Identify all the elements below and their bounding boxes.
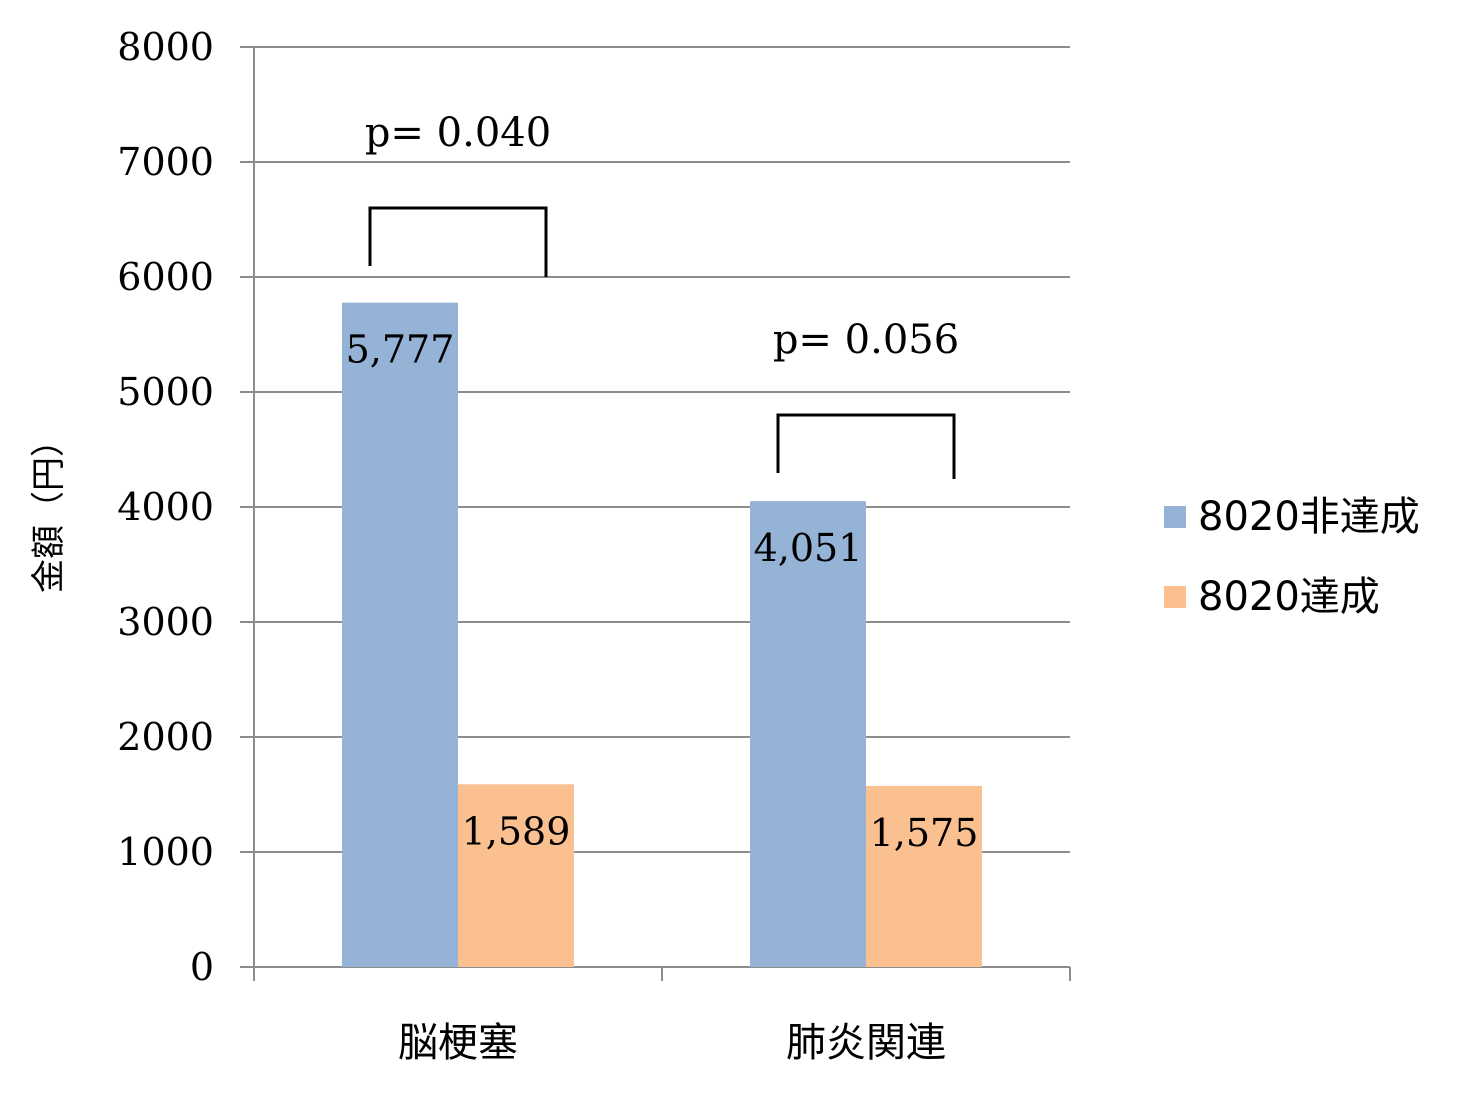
legend-entry: 8020非達成 <box>1198 494 1420 540</box>
y-tick-label: 4000 <box>117 485 214 529</box>
y-tick-label: 5000 <box>117 370 214 414</box>
y-tick-label: 3000 <box>117 600 214 644</box>
bar-8020非達成-脳梗塞 <box>342 302 458 967</box>
legend-swatch <box>1164 586 1186 608</box>
y-tick-label: 8000 <box>117 25 214 69</box>
p-value-label: p= 0.040 <box>365 110 551 156</box>
axes: 0 1000 2000 3000 4000 5000 6000 7000 8000 脳梗塞 肺炎関連 <box>117 25 1071 1066</box>
data-label: 1,575 <box>870 811 979 855</box>
x-category-label: 肺炎関連 <box>786 1020 946 1066</box>
significance-bracket <box>776 413 956 479</box>
legend-entry: 8020達成 <box>1198 574 1380 620</box>
y-tick-label: 1000 <box>117 830 214 874</box>
bar-8020非達成-肺炎関連 <box>750 501 866 967</box>
significance-bracket <box>368 206 548 277</box>
data-labels: 5,777 1,589 4,051 1,575 <box>346 328 979 855</box>
y-axis-label: 金額（円） <box>29 423 69 593</box>
legend-swatch <box>1164 506 1186 528</box>
data-label: 1,589 <box>462 809 571 853</box>
y-tick-label: 2000 <box>117 715 214 759</box>
x-category-label: 脳梗塞 <box>398 1020 518 1066</box>
data-label: 4,051 <box>754 526 863 570</box>
bar-8020達成-脳梗塞 <box>458 784 574 967</box>
bar-8020達成-肺炎関連 <box>866 785 982 967</box>
y-tick-label: 0 <box>190 945 214 989</box>
p-value-label: p= 0.056 <box>773 317 959 363</box>
annotations: p= 0.040 p= 0.056 <box>365 110 959 479</box>
legend: 8020非達成 8020達成 <box>1164 494 1420 620</box>
y-tick-label: 7000 <box>117 140 214 184</box>
y-tick-label: 6000 <box>117 255 214 299</box>
data-label: 5,777 <box>346 328 455 372</box>
bars <box>342 302 982 967</box>
